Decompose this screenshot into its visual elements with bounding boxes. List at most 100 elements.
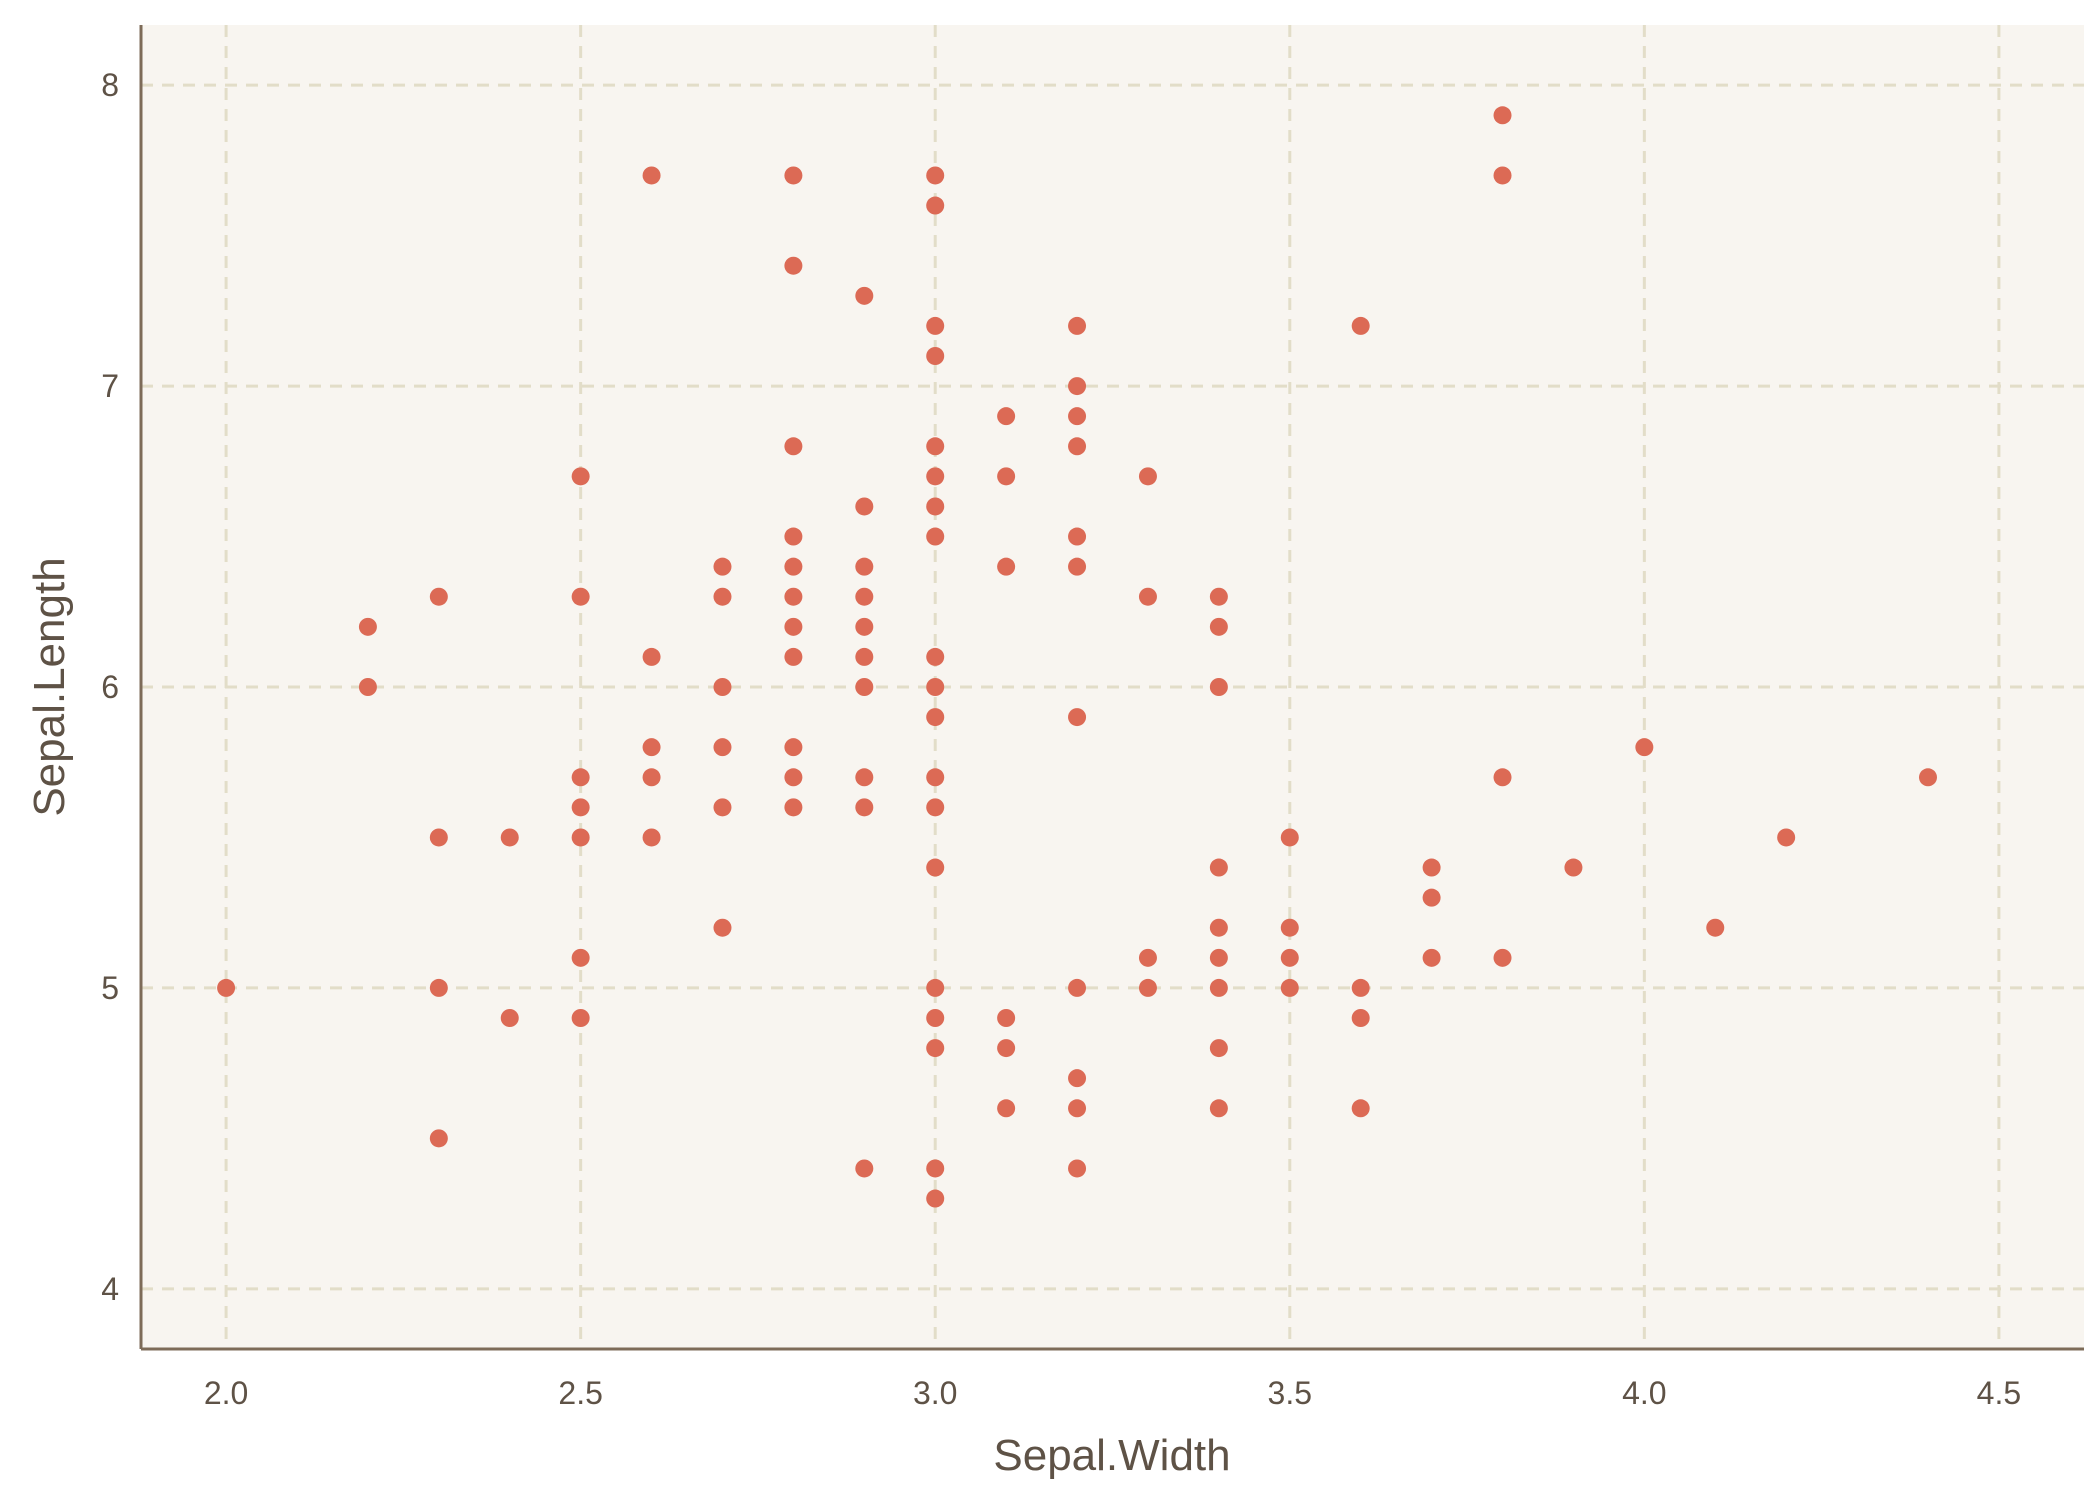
data-point [1493,166,1512,185]
data-point [1209,858,1228,877]
data-point [1209,978,1228,997]
data-point [855,647,874,666]
x-tick-label: 4.5 [1977,1375,2021,1411]
data-point [713,918,732,937]
data-points [217,106,1937,1208]
data-point [1280,828,1299,847]
data-point [997,1039,1016,1058]
x-tick-label: 2.0 [204,1375,248,1411]
data-point [784,166,803,185]
data-point [429,978,448,997]
data-point [926,347,945,365]
data-point [1422,888,1441,907]
axes [139,25,2084,1351]
data-point [926,467,945,486]
data-point [642,647,661,666]
data-point [855,768,874,787]
data-point [926,1159,945,1178]
data-point [997,557,1016,576]
data-point [1209,918,1228,937]
data-point [1209,1099,1228,1118]
data-point [571,1009,590,1027]
x-tick-label: 3.5 [1268,1375,1312,1411]
data-point [500,828,519,847]
data-point [1068,316,1087,335]
data-point [855,497,874,516]
data-point [926,647,945,666]
data-point [926,1009,945,1027]
data-point [784,256,803,275]
data-point [926,708,945,727]
data-point [784,437,803,456]
data-point [1777,828,1796,847]
data-point [926,316,945,335]
data-point [1138,978,1157,997]
data-point [713,557,732,576]
data-point [429,828,448,847]
data-point [926,678,945,696]
data-point [926,1039,945,1058]
data-point [1493,948,1512,967]
data-point [926,858,945,877]
data-point [1068,708,1087,727]
data-point [642,166,661,185]
data-point [926,166,945,185]
data-point [855,1159,874,1178]
data-point [713,738,732,757]
data-point [1280,978,1299,997]
data-point [429,587,448,606]
data-point [1209,948,1228,967]
data-point [1068,437,1087,456]
data-point [1635,738,1654,757]
x-axis-title: Sepal.Width [993,1431,1230,1480]
data-point [1068,407,1087,426]
data-point [358,678,377,696]
data-point [926,978,945,997]
data-point [713,798,732,817]
y-tick-label: 7 [101,368,119,404]
data-point [1706,918,1725,937]
data-point [784,768,803,787]
data-point [926,1189,945,1208]
data-point [784,738,803,757]
data-point [1564,858,1583,877]
y-tick-labels: 4 5 6 7 8 [101,67,119,1307]
data-point [1209,587,1228,606]
data-point [1138,587,1157,606]
data-point [1068,978,1087,997]
data-point [926,798,945,817]
data-point [1209,678,1228,696]
data-point [1918,768,1937,787]
data-point [855,617,874,636]
y-tick-label: 4 [101,1271,119,1307]
data-point [1280,918,1299,937]
data-point [926,437,945,456]
data-point [997,407,1016,426]
data-point [1068,557,1087,576]
data-point [1068,1099,1087,1118]
data-point [1351,978,1370,997]
data-point [784,647,803,666]
data-point [997,1009,1016,1027]
data-point [1068,1159,1087,1178]
data-point [1068,1069,1087,1088]
data-point [855,798,874,817]
data-point [429,1129,448,1148]
data-point [713,587,732,606]
data-point [1351,1009,1370,1027]
data-point [997,467,1016,486]
data-point [642,828,661,847]
y-tick-label: 8 [101,67,119,103]
data-point [926,768,945,787]
x-tick-label: 2.5 [558,1375,602,1411]
data-point [1493,106,1512,125]
data-point [1209,617,1228,636]
data-point [784,527,803,546]
data-point [1138,948,1157,967]
data-point [713,678,732,696]
data-point [217,978,236,997]
data-point [1138,467,1157,486]
data-point [571,828,590,847]
data-point [1280,948,1299,967]
